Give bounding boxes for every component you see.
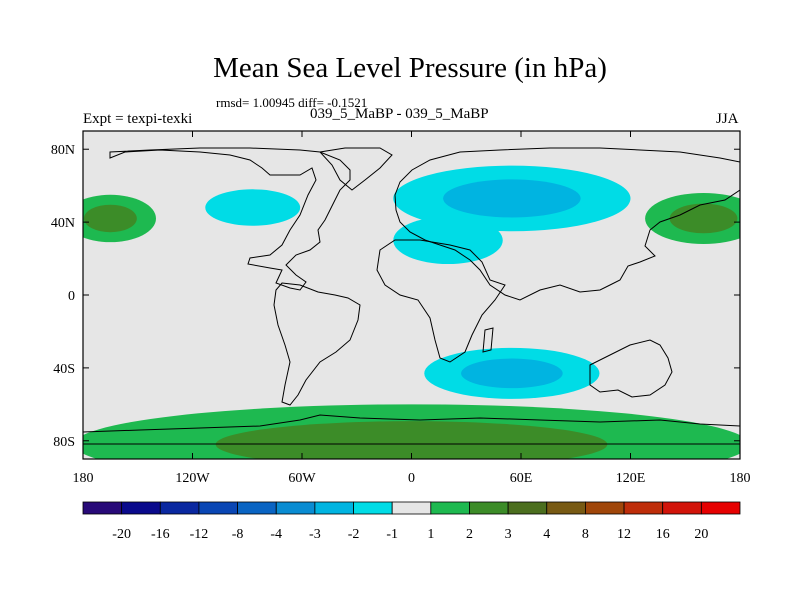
- coastline-south-america: [273, 282, 361, 406]
- colorbar-swatch: [546, 501, 586, 515]
- colorbar-swatch: [198, 501, 238, 515]
- anomaly-south-indian-ocean-low-level--2: [461, 358, 563, 389]
- coastline-australia: [589, 339, 673, 398]
- colorbar-swatch: [662, 501, 702, 515]
- axes: 180 120W 60W 0 60E 120E 180 80N 40N 0 40S 80S: [51, 131, 751, 486]
- anomaly-antarctic-high-level-3: [215, 421, 608, 459]
- colorbar-swatch: [82, 501, 123, 515]
- colorbar-swatch: [469, 501, 509, 515]
- comparison-label: 039_5_MaBP - 039_5_MaBP: [310, 106, 489, 122]
- coastline-africa: [376, 239, 506, 363]
- experiment-label: Expt = texpi-texki: [83, 111, 193, 127]
- y-tick-label: 80S: [53, 435, 75, 450]
- colorbar-label: -4: [270, 527, 282, 542]
- colorbar-label: 4: [543, 527, 550, 542]
- coastline-greenland: [318, 147, 393, 191]
- anomaly-north-pacific-east-high-level-3: [669, 203, 738, 234]
- colorbar-label: 8: [582, 527, 589, 542]
- colorbar-label: -1: [386, 527, 398, 542]
- x-tick-label: 60W: [288, 471, 316, 486]
- x-tick-label: 120W: [175, 471, 210, 486]
- colorbar-label: 3: [505, 527, 512, 542]
- anomaly-fields: [83, 165, 740, 459]
- colorbar-swatch: [700, 501, 741, 515]
- colorbar-swatch: [159, 501, 200, 515]
- colorbar-swatch: [353, 501, 393, 515]
- colorbar: -20 -16 -12 -8 -4 -3 -2 -1 1 2 3 4 8 12 16 20: [82, 501, 741, 542]
- rmsd-diff-stats: rmsd= 1.00945 diff= -0.1521: [216, 95, 368, 110]
- season-label: JJA: [716, 111, 739, 127]
- colorbar-swatch: [507, 501, 548, 515]
- colorbar-swatch: [623, 501, 664, 515]
- colorbar-swatch: [237, 501, 277, 515]
- coastline-madagascar: [482, 327, 494, 353]
- colorbar-label: 12: [617, 527, 631, 542]
- y-tick-label: 40N: [51, 216, 75, 231]
- coastline-eurasia: [394, 147, 740, 301]
- y-tick-label: 80N: [51, 143, 75, 158]
- colorbar-label: -2: [348, 527, 360, 542]
- anomaly-north-pacific-west-high-level-3: [83, 204, 137, 233]
- colorbar-label: 1: [427, 527, 434, 542]
- colorbar-swatch: [314, 501, 354, 515]
- colorbar-swatch: [585, 501, 625, 515]
- x-tick-label: 0: [408, 471, 415, 486]
- colorbar-swatch: [391, 501, 432, 515]
- colorbar-swatch: [121, 501, 161, 515]
- x-tick-label: 180: [730, 471, 751, 486]
- x-tick-label: 60E: [510, 471, 533, 486]
- colorbar-label: -16: [151, 527, 170, 542]
- colorbar-label: 16: [656, 527, 670, 542]
- colorbar-label: -20: [112, 527, 131, 542]
- x-tick-label: 180: [73, 471, 94, 486]
- colorbar-swatch: [430, 501, 470, 515]
- colorbar-label: -8: [232, 527, 244, 542]
- colorbar-label: -3: [309, 527, 321, 542]
- anomaly-north-africa-low-level--1: [393, 216, 503, 265]
- coastline-north-america: [109, 147, 351, 291]
- colorbar-label: 2: [466, 527, 473, 542]
- y-tick-label: 40S: [53, 362, 75, 377]
- coastlines: [83, 147, 740, 445]
- colorbar-label: -12: [190, 527, 209, 542]
- anomaly-eurasia-low-level--2: [443, 179, 581, 218]
- x-tick-label: 120E: [616, 471, 646, 486]
- y-tick-label: 0: [68, 289, 75, 304]
- coastline-antarctica: [83, 414, 740, 433]
- chart-title: Mean Sea Level Pressure (in hPa): [213, 52, 607, 84]
- anomaly-north-america-low-level--1: [205, 189, 301, 226]
- colorbar-label: 20: [694, 527, 708, 542]
- colorbar-swatch: [275, 501, 316, 515]
